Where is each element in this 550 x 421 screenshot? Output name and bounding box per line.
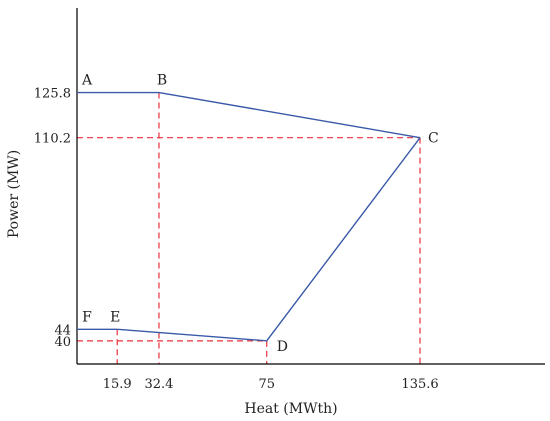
y-tick-label-1: 110.2 bbox=[34, 132, 71, 147]
guide-lines bbox=[77, 92, 421, 364]
point-label-B: B bbox=[157, 73, 167, 89]
x-tick-label-2: 75 bbox=[258, 377, 275, 392]
x-tick-label-0: 15.9 bbox=[103, 377, 132, 392]
x-tick-label-3: 135.6 bbox=[401, 377, 438, 392]
segment-BC bbox=[158, 91, 421, 139]
y-tick-label-2: 44 bbox=[54, 323, 71, 338]
point-label-F: F bbox=[82, 309, 92, 325]
point-labels: A B C D E F bbox=[81, 73, 439, 355]
axes bbox=[76, 8, 545, 365]
region-outline bbox=[77, 91, 421, 342]
x-axis-label: Heat (MWth) bbox=[244, 401, 337, 417]
point-label-E: E bbox=[110, 309, 120, 325]
x-tick-label-1: 32.4 bbox=[144, 377, 173, 392]
y-tick-label-0: 125.8 bbox=[34, 87, 71, 102]
point-label-A: A bbox=[81, 73, 93, 89]
segment-DE bbox=[117, 328, 267, 342]
point-label-D: D bbox=[277, 339, 288, 355]
point-label-C: C bbox=[428, 131, 439, 147]
y-tick-label-3: 40 bbox=[54, 335, 71, 350]
segment-CD bbox=[266, 137, 421, 342]
y-axis-label: Power (MW) bbox=[6, 150, 22, 238]
